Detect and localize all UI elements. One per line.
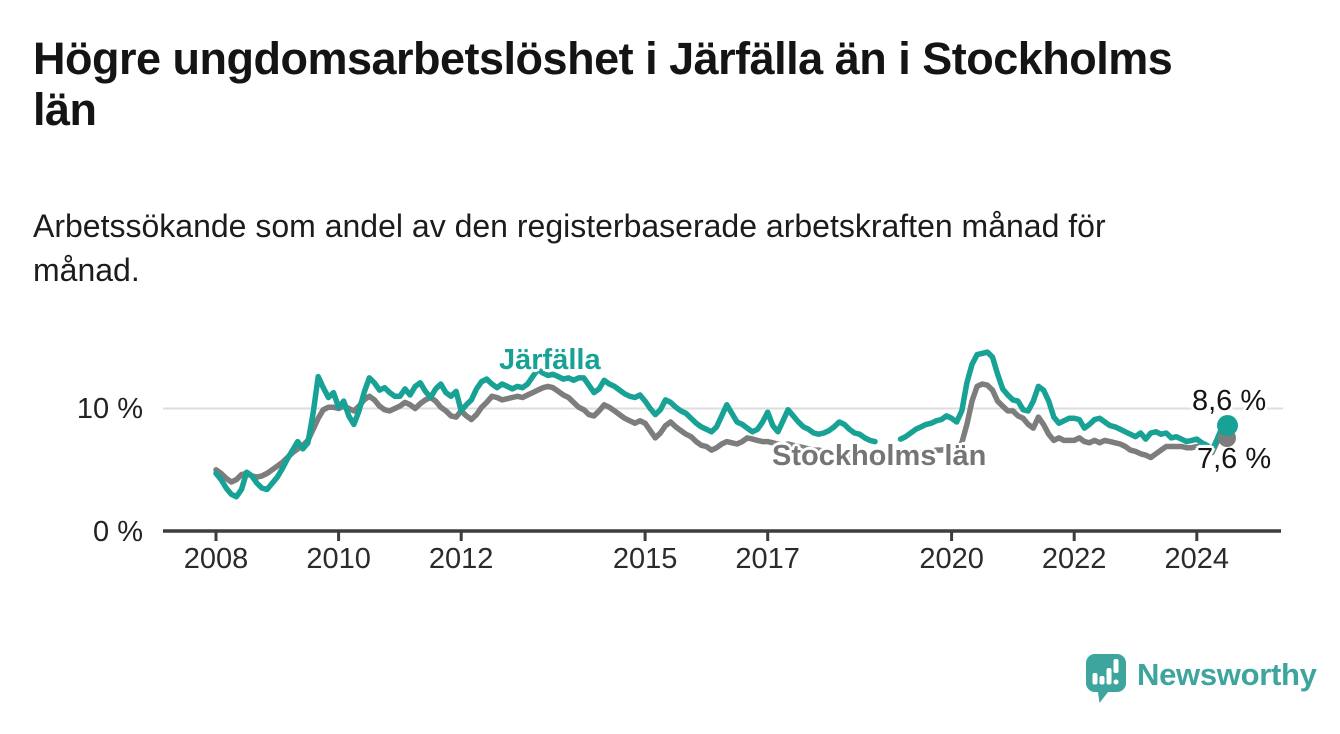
speech-bubble-bar-chart-icon <box>1086 654 1126 703</box>
x-tick-label: 2017 <box>735 543 800 575</box>
x-tick-label: 2008 <box>183 543 249 575</box>
jarfalla-endpoint-dot <box>1216 415 1238 437</box>
newsworthy-logo: Newsworthy <box>1086 654 1317 704</box>
jarfalla-series-label: Järfälla <box>499 344 601 376</box>
newsworthy-wordmark: Newsworthy <box>1137 657 1317 692</box>
x-tick-label: 2024 <box>1164 543 1230 575</box>
chart-subtitle-line-1: Arbetssökande som andel av den registerb… <box>33 208 1106 244</box>
chart-title-line-2: län <box>33 83 97 135</box>
x-tick-label: 2010 <box>306 543 371 575</box>
chart-title-line-1: Högre ungdomsarbetslöshet i Järfälla än … <box>33 33 1173 84</box>
stockholm-line <box>213 381 1231 485</box>
stockholm-series-label: Stockholms län <box>772 440 987 472</box>
x-tick-label: 2015 <box>612 543 678 575</box>
y-tick-label-0: 0 % <box>93 516 143 548</box>
x-tick-label: 2022 <box>1041 543 1107 575</box>
x-tick-label: 2020 <box>919 543 984 575</box>
jarfalla-end-value-label: 8,6 % <box>1192 385 1267 417</box>
x-tick-label: 2012 <box>428 543 494 575</box>
jarfalla-line <box>213 349 1231 500</box>
chart-title: Högre ungdomsarbetslöshet i Järfälla än … <box>33 33 1173 136</box>
stockholm-end-value-label: 7,6 % <box>1197 443 1272 475</box>
y-tick-label-10: 10 % <box>76 393 143 425</box>
chart-subtitle-line-2: månad. <box>33 252 140 289</box>
chart-subtitle: Arbetssökande som andel av den registerb… <box>33 204 1106 292</box>
